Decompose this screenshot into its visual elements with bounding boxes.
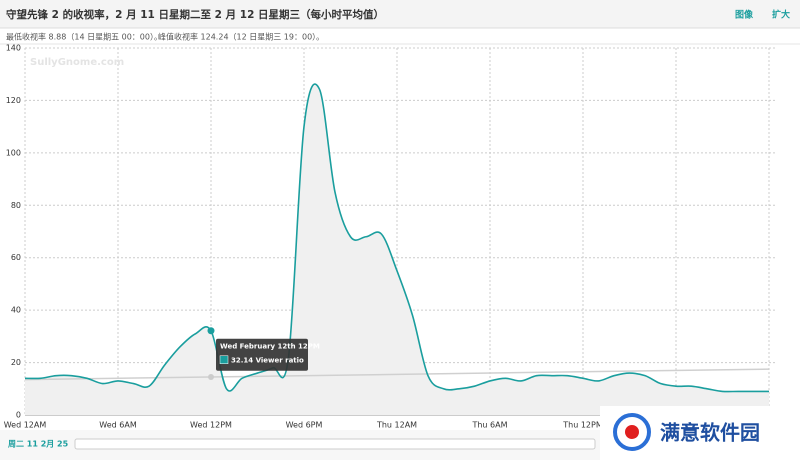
header-bar	[0, 0, 800, 28]
x-tick-label: Wed 6PM	[286, 421, 323, 430]
point-marker	[207, 327, 215, 335]
header-title: 守望先锋 2 的收视率，2 月 11 日星期二至 2 月 12 日星期三（每小时…	[6, 8, 384, 21]
trend-marker	[208, 373, 214, 380]
x-tick-label: Wed 12PM	[190, 421, 232, 430]
x-tick-label: Wed 6AM	[99, 421, 137, 430]
header-link[interactable]: 图像	[735, 9, 754, 21]
header-link[interactable]: 扩大	[772, 9, 790, 21]
y-tick-label: 140	[6, 44, 21, 53]
logo-text: 满意软件园	[660, 421, 760, 445]
tooltip-title: Wed February 12th 12PM	[220, 343, 320, 351]
trend-line	[24, 368, 770, 381]
logo-dot	[625, 425, 639, 439]
logo-ring	[613, 413, 651, 451]
tooltip-swatch	[219, 355, 229, 364]
stat-peak: 峰值收视率 124.24（12 日星期三 19：00）。	[158, 32, 324, 42]
tooltip: Wed February 12th 12PM 32.14 Viewer ratio	[216, 338, 320, 371]
x-tick-label: Thu 12AM	[376, 421, 417, 430]
x-tick-label: Thu 6AM	[471, 421, 507, 430]
y-tick-label: 0	[16, 411, 21, 420]
logo: 满意软件园	[600, 406, 800, 460]
navigator-scrollbar[interactable]	[74, 438, 596, 450]
y-tick-label: 120	[6, 96, 21, 105]
y-tick-label: 60	[11, 253, 21, 262]
x-tick-label: Thu 12PM	[562, 421, 603, 430]
x-tick-label: Wed 12AM	[4, 421, 47, 430]
tooltip-bg	[216, 338, 308, 371]
watermark: SullyGnome.com	[30, 57, 124, 68]
stat-low: 最低收视率 8.88（14 日星期五 00：00）。	[6, 32, 162, 42]
y-tick-label: 20	[11, 358, 21, 367]
line	[24, 83, 769, 393]
tooltip-text: 32.14 Viewer ratio	[231, 357, 304, 365]
navigator-label[interactable]: 周二 11 2月 25	[8, 440, 69, 449]
y-tick-label: 40	[11, 306, 21, 315]
y-tick-label: 80	[11, 201, 21, 210]
y-tick-label: 100	[6, 148, 21, 157]
plot: 0 20 40 60 80 100 120 140 Wed 12AM Wed 6AM Wed 12P…	[4, 44, 775, 430]
